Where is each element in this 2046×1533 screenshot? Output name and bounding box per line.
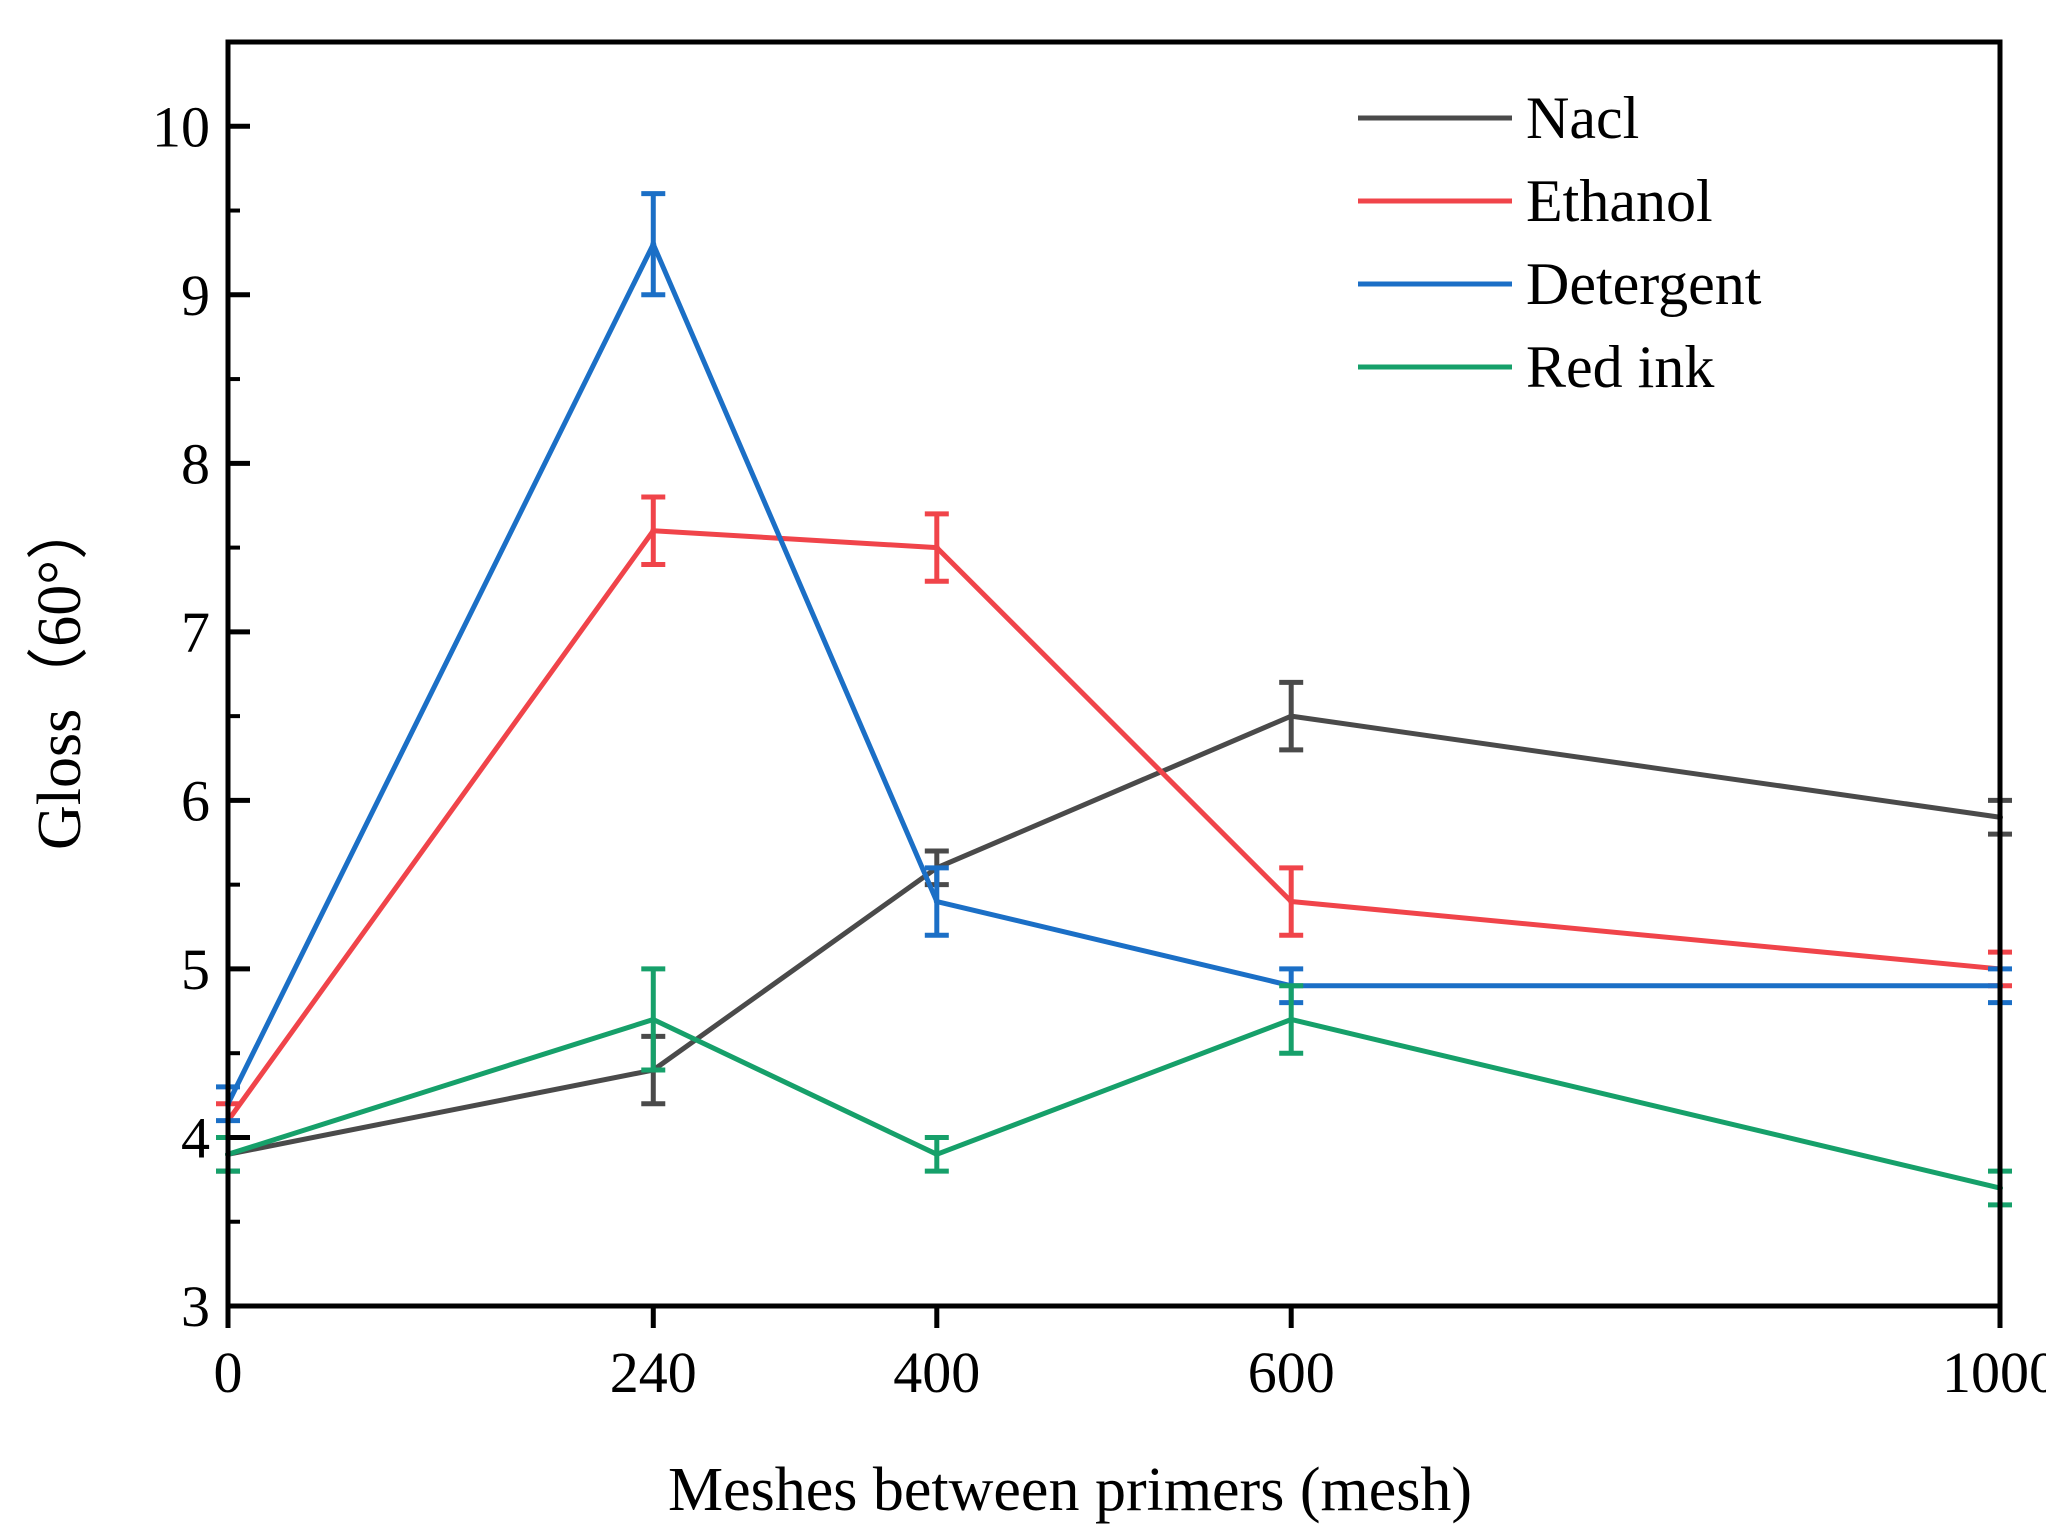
data-point xyxy=(1288,1016,1295,1023)
x-tick-label: 400 xyxy=(893,1340,980,1405)
ticks-layer: 3 4 5 6 7 8 9 10 0 240 400 600 1000 xyxy=(152,94,2046,1405)
data-point xyxy=(1288,898,1295,905)
legend-item: Nacl xyxy=(1358,85,1639,151)
x-axis-title: Meshes between primers (mesh) xyxy=(668,1456,1472,1524)
legend-label: Nacl xyxy=(1526,85,1639,151)
x-tick-label: 0 xyxy=(214,1340,243,1405)
legend-item: Ethanol xyxy=(1358,168,1713,234)
x-tick-label: 600 xyxy=(1248,1340,1335,1405)
y-tick-label: 5 xyxy=(181,937,210,1002)
x-tick-label: 1000 xyxy=(1942,1340,2046,1405)
legend-label: Red ink xyxy=(1526,334,1714,400)
data-point xyxy=(650,241,657,248)
legend-item: Red ink xyxy=(1358,334,1714,400)
series-nacl xyxy=(216,679,2012,1174)
legend: Nacl Ethanol Detergent Red ink xyxy=(1358,85,1762,400)
data-point xyxy=(933,1151,940,1158)
data-point xyxy=(1288,713,1295,720)
series-red-ink xyxy=(216,966,2012,1208)
y-tick-label: 4 xyxy=(181,1105,210,1170)
plot-frame xyxy=(225,39,2003,1309)
series-detergent xyxy=(216,191,2012,1124)
y-tick-label: 6 xyxy=(181,768,210,833)
y-tick-label: 7 xyxy=(181,600,210,665)
y-tick-label: 3 xyxy=(181,1274,210,1339)
legend-label: Ethanol xyxy=(1526,168,1713,234)
series-line xyxy=(225,528,2001,1123)
series-layer xyxy=(216,191,2012,1208)
series-line xyxy=(225,241,2000,1105)
y-tick-label: 8 xyxy=(181,431,210,496)
y-tick-label: 10 xyxy=(152,94,210,159)
data-point xyxy=(650,1016,657,1023)
data-point xyxy=(650,527,657,534)
legend-label: Detergent xyxy=(1526,251,1762,317)
y-axis-title: Gloss（60°） xyxy=(26,498,94,850)
y-tick-label: 9 xyxy=(181,263,210,328)
x-tick-label: 240 xyxy=(610,1340,697,1405)
data-point xyxy=(933,898,940,905)
series-ethanol xyxy=(216,494,2012,1140)
legend-item: Detergent xyxy=(1358,251,1762,317)
data-point xyxy=(933,544,940,551)
